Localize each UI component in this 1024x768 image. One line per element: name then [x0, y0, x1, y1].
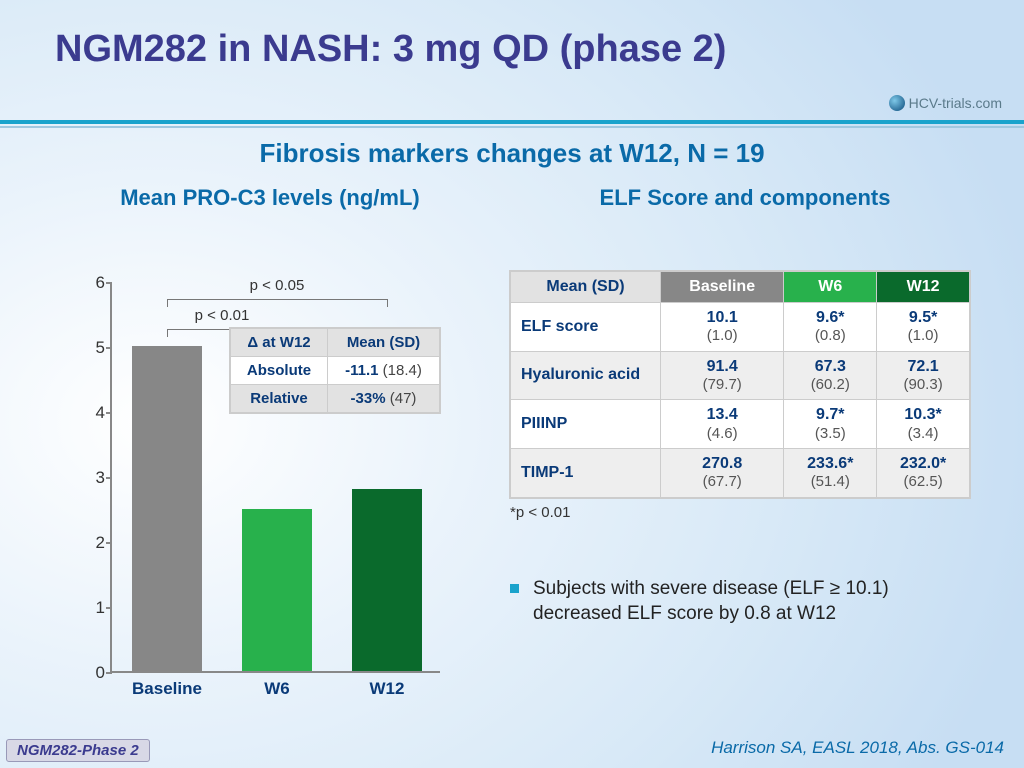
- table-row: Absolute-11.1 (18.4): [231, 357, 440, 385]
- elf-footnote: *p < 0.01: [510, 504, 980, 521]
- table-row: Relative-33% (47): [231, 385, 440, 413]
- y-tick: 3: [77, 468, 105, 488]
- elf-table: Mean (SD)BaselineW6W12 ELF score10.1(1.0…: [510, 271, 970, 498]
- y-tick: 4: [77, 403, 105, 423]
- bar-w12: [352, 489, 422, 671]
- elf-title: ELF Score and components: [510, 185, 980, 211]
- column-header: Baseline: [661, 272, 784, 303]
- delta-header-left: Δ at W12: [231, 329, 328, 357]
- table-row: TIMP-1270.8(67.7)233.6*(51.4)232.0*(62.5…: [511, 448, 970, 497]
- table-row: Hyaluronic acid91.4(79.7)67.3(60.2)72.1(…: [511, 351, 970, 400]
- x-label: Baseline: [112, 679, 222, 699]
- study-badge: NGM282-Phase 2: [6, 739, 150, 762]
- y-tick: 5: [77, 338, 105, 358]
- chart-title: Mean PRO-C3 levels (ng/mL): [60, 185, 480, 211]
- globe-icon: [889, 95, 905, 111]
- y-tick: 6: [77, 273, 105, 293]
- column-header: Mean (SD): [511, 272, 661, 303]
- table-row: ELF score10.1(1.0)9.6*(0.8)9.5*(1.0): [511, 303, 970, 352]
- bullet-icon: [510, 584, 519, 593]
- x-label: W12: [332, 679, 442, 699]
- x-label: W6: [222, 679, 332, 699]
- y-tick: 0: [77, 663, 105, 683]
- column-header: W6: [784, 272, 877, 303]
- delta-table: Δ at W12 Mean (SD) Absolute-11.1 (18.4)R…: [230, 328, 440, 413]
- table-row: PIIINP13.4(4.6)9.7*(3.5)10.3*(3.4): [511, 400, 970, 449]
- site-logo: HCV-trials.com: [889, 95, 1002, 111]
- logo-text: HCV-trials.com: [909, 95, 1002, 111]
- p-annotation: p < 0.01: [182, 307, 262, 324]
- column-header: W12: [877, 272, 970, 303]
- p-annotation: p < 0.05: [237, 277, 317, 294]
- bullet-point: Subjects with severe disease (ELF ≥ 10.1…: [510, 576, 980, 627]
- page-title: NGM282 in NASH: 3 mg QD (phase 2): [55, 28, 726, 71]
- bar-baseline: [132, 346, 202, 671]
- delta-header-right: Mean (SD): [327, 329, 439, 357]
- y-tick: 2: [77, 533, 105, 553]
- bar-w6: [242, 509, 312, 672]
- citation: Harrison SA, EASL 2018, Abs. GS-014: [711, 738, 1004, 758]
- divider: [0, 120, 1024, 128]
- bullet-text: Subjects with severe disease (ELF ≥ 10.1…: [533, 576, 980, 627]
- subtitle: Fibrosis markers changes at W12, N = 19: [0, 138, 1024, 169]
- y-tick: 1: [77, 598, 105, 618]
- pro-c3-bar-chart: 0 1 2 3 4 5 6 BaselineW6W12 p < 0.01 p < 0.05 Δ a…: [60, 223, 480, 703]
